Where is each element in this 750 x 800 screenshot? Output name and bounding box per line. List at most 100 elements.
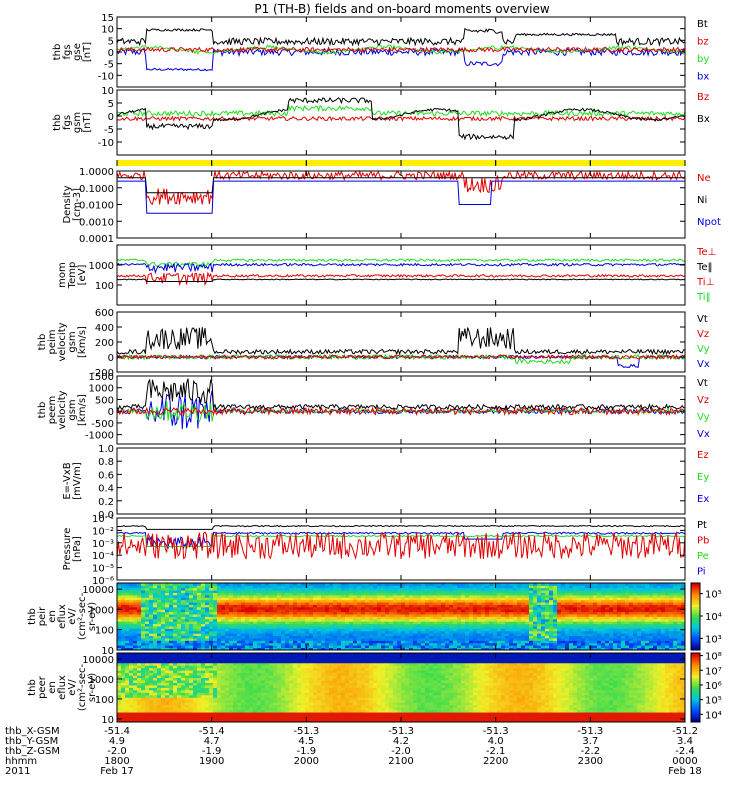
spectrogram-cell <box>405 640 410 644</box>
spectrogram-cell <box>325 611 330 615</box>
spectrogram-cell <box>629 645 634 648</box>
spectrogram-cell <box>153 611 158 615</box>
spectrogram-cell <box>385 585 390 589</box>
spectrogram-cell <box>673 640 678 644</box>
spectrogram-cell <box>253 647 258 651</box>
spectrogram-cell <box>573 626 578 629</box>
spectrogram-cell <box>205 682 210 686</box>
spectrogram-cell <box>125 694 130 698</box>
spectrogram-cell <box>193 712 198 715</box>
spectrogram-cell <box>193 694 198 698</box>
spectrogram-cell <box>197 655 202 659</box>
spectrogram-cell <box>441 597 446 601</box>
spectrogram-cell <box>477 638 482 641</box>
spectrogram-cell <box>497 597 502 601</box>
spectrogram-cell <box>621 623 626 627</box>
spectrogram-cell <box>613 635 618 639</box>
spectrogram-cell <box>145 621 150 625</box>
spectrogram-cell <box>289 609 294 613</box>
spectrogram-cell <box>509 640 514 644</box>
spectrogram-cell <box>221 618 226 622</box>
spectrogram-cell <box>597 623 602 627</box>
spectrogram-cell <box>165 672 170 676</box>
y-tick-label: 1000 <box>89 384 114 395</box>
spectrogram-cell <box>149 667 154 671</box>
spectrogram-cell <box>337 609 342 613</box>
spectrogram-cell <box>529 642 534 646</box>
spectrogram-cell <box>313 583 318 586</box>
spectrogram-cell <box>297 645 302 648</box>
spectrogram-cell <box>529 609 534 613</box>
spectrogram-cell <box>161 642 166 646</box>
spectrogram-cell <box>453 628 458 632</box>
spectrogram-cell <box>405 614 410 617</box>
legend-entry: Te⊥ <box>696 247 716 258</box>
spectrogram-cell <box>205 630 210 634</box>
spectrogram-cell <box>541 594 546 598</box>
spectrogram-cell <box>413 585 418 589</box>
spectrogram-cell <box>245 583 250 586</box>
spectrogram-cell <box>337 647 342 651</box>
spectrogram-cell <box>525 611 530 615</box>
spectrogram-cell <box>177 687 182 691</box>
spectrogram-cell <box>197 653 202 656</box>
series-bx <box>116 46 686 72</box>
spectrogram-cell <box>217 707 222 711</box>
spectrogram-cell <box>137 647 142 651</box>
spectrogram-cell <box>309 609 314 613</box>
spectrogram-cell <box>325 590 330 593</box>
spectrogram-cell <box>173 682 178 686</box>
spectrogram-cell <box>545 599 550 603</box>
spectrogram-cell <box>213 609 218 613</box>
spectrogram-cell <box>381 583 386 586</box>
spectrogram-cell <box>421 602 426 605</box>
spectrogram-cell <box>189 590 194 593</box>
spectrogram-cell <box>609 604 614 608</box>
spectrogram-cell <box>657 585 662 589</box>
spectrogram-cell <box>181 583 186 586</box>
spectrogram-cell <box>185 717 190 720</box>
spectrogram-cell <box>297 633 302 637</box>
spectrogram-cell <box>529 640 534 644</box>
spectrogram-cell <box>389 609 394 613</box>
spectrogram-cell <box>613 642 618 646</box>
spectrogram-cell <box>341 592 346 596</box>
spectrogram-cell <box>617 640 622 644</box>
spectrogram-cell <box>265 606 270 610</box>
spectrogram-cell <box>329 623 334 627</box>
spectrogram-cell <box>605 645 610 648</box>
spectrogram-cell <box>149 717 154 720</box>
spectrogram-cell <box>593 616 598 620</box>
spectrogram-cell <box>485 609 490 613</box>
spectrogram-cell <box>369 602 374 605</box>
spectrogram-cell <box>389 645 394 648</box>
spectrogram-cell <box>169 590 174 593</box>
y-tick-label: 0 <box>108 353 114 364</box>
spectrogram-cell <box>121 675 126 679</box>
spectrogram-cell <box>401 647 406 651</box>
spectrogram-cell <box>213 672 218 676</box>
spectrogram-cell <box>489 645 494 648</box>
spectrogram-cell <box>337 583 342 586</box>
spectrogram-cell <box>481 647 486 651</box>
spectrogram-cell <box>589 642 594 646</box>
spectrogram-cell <box>273 645 278 648</box>
spectrogram-cell <box>261 585 266 589</box>
legend-entry: Vx <box>697 429 710 440</box>
spectrogram-cell <box>421 623 426 627</box>
spectrogram-cell <box>533 614 538 617</box>
spectrogram-cell <box>417 621 422 625</box>
spectrogram-cell <box>205 670 210 674</box>
spectrogram-cell <box>517 616 522 620</box>
spectrogram-cell <box>117 692 122 696</box>
spectrogram-cell <box>553 635 558 639</box>
spectrogram-cell <box>241 638 246 641</box>
spectrogram-cell <box>269 633 274 637</box>
spectrogram-cell <box>125 599 130 603</box>
spectrogram-cell <box>157 590 162 593</box>
spectrogram-cell <box>217 635 222 639</box>
spectrogram-cell <box>225 638 230 641</box>
spectrogram-cell <box>525 647 530 651</box>
spectrogram-cell <box>609 621 614 625</box>
